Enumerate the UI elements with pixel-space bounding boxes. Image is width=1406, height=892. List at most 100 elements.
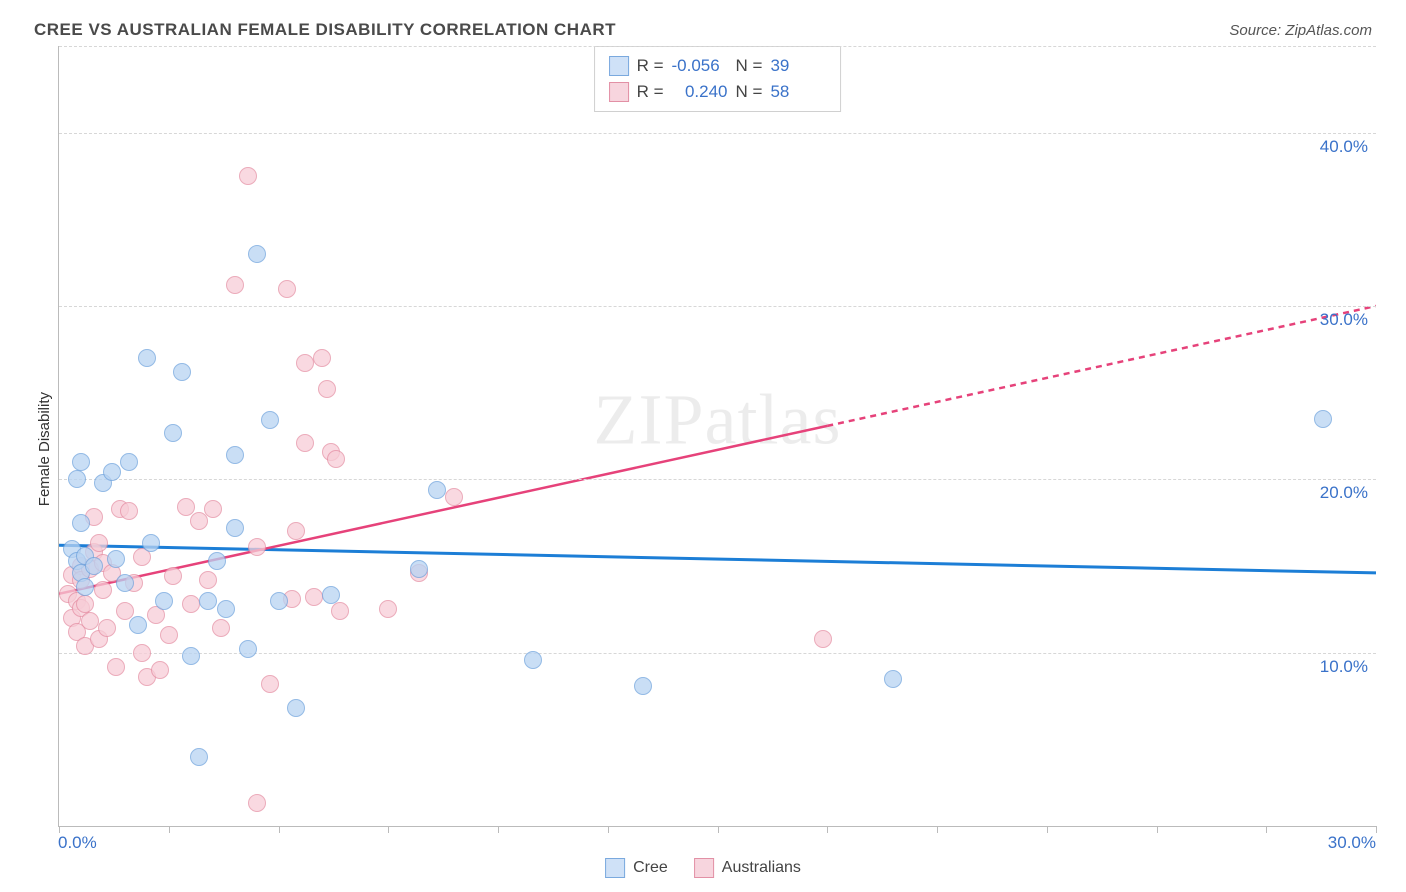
cree-swatch-icon (605, 858, 625, 878)
r-label: R = (637, 53, 664, 79)
y-tick-label: 20.0% (1320, 483, 1368, 503)
aus-point (296, 354, 314, 372)
cree-n-value: 39 (770, 53, 826, 79)
aus-r-value: 0.240 (672, 79, 728, 105)
n-label: N = (736, 79, 763, 105)
aus-point (248, 538, 266, 556)
legend-item-aus: Australians (694, 858, 801, 878)
cree-point (120, 453, 138, 471)
cree-point (270, 592, 288, 610)
gridline (59, 479, 1376, 480)
cree-point (142, 534, 160, 552)
gridline (59, 133, 1376, 134)
cree-point (116, 574, 134, 592)
gridline (59, 653, 1376, 654)
aus-swatch-icon (694, 858, 714, 878)
trend-lines (59, 46, 1376, 826)
plot-column: ZIPatlas R = -0.056 N = 39 R = 0.240 N (58, 46, 1376, 853)
y-axis-label: Female Disability (36, 392, 53, 506)
aus-point (239, 167, 257, 185)
chart-header: CREE VS AUSTRALIAN FEMALE DISABILITY COR… (30, 20, 1376, 40)
aus-point (287, 522, 305, 540)
cree-point (208, 552, 226, 570)
r-label: R = (637, 79, 664, 105)
aus-point (313, 349, 331, 367)
source-label: Source: ZipAtlas.com (1229, 22, 1372, 39)
aus-point (305, 588, 323, 606)
aus-point (151, 661, 169, 679)
y-tick-label: 40.0% (1320, 137, 1368, 157)
aus-point (120, 502, 138, 520)
aus-point (204, 500, 222, 518)
chart-container: CREE VS AUSTRALIAN FEMALE DISABILITY COR… (0, 0, 1406, 892)
aus-point (107, 658, 125, 676)
x-tick (59, 826, 60, 833)
x-tick (169, 826, 170, 833)
aus-point (318, 380, 336, 398)
y-tick-label: 30.0% (1320, 310, 1368, 330)
aus-point (212, 619, 230, 637)
cree-point (76, 578, 94, 596)
chart-row: Female Disability ZIPatlas R = -0.056 N … (30, 46, 1376, 853)
y-tick-label: 10.0% (1320, 657, 1368, 677)
aus-swatch-icon (609, 82, 629, 102)
aus-point (261, 675, 279, 693)
aus-point (94, 581, 112, 599)
cree-point (226, 519, 244, 537)
cree-point (199, 592, 217, 610)
y-axis-label-container: Female Disability (30, 46, 58, 853)
cree-point (524, 651, 542, 669)
aus-point (182, 595, 200, 613)
cree-point (68, 470, 86, 488)
aus-point (296, 434, 314, 452)
cree-point (164, 424, 182, 442)
x-axis-min: 0.0% (58, 833, 97, 853)
cree-point (287, 699, 305, 717)
x-tick (1157, 826, 1158, 833)
plot-area: ZIPatlas R = -0.056 N = 39 R = 0.240 N (58, 46, 1376, 827)
cree-swatch-icon (609, 56, 629, 76)
x-tick (498, 826, 499, 833)
trend-line (827, 306, 1376, 426)
chart-title: CREE VS AUSTRALIAN FEMALE DISABILITY COR… (34, 20, 616, 40)
stats-legend: R = -0.056 N = 39 R = 0.240 N = 58 (594, 46, 842, 112)
gridline (59, 46, 1376, 47)
cree-point (190, 748, 208, 766)
cree-point (261, 411, 279, 429)
cree-point (1314, 410, 1332, 428)
x-axis-max: 30.0% (1328, 833, 1376, 853)
cree-point (226, 446, 244, 464)
cree-point (428, 481, 446, 499)
gridline (59, 306, 1376, 307)
cree-point (138, 349, 156, 367)
cree-point (217, 600, 235, 618)
aus-label: Australians (722, 859, 801, 877)
source-prefix: Source: (1229, 22, 1285, 39)
cree-point (182, 647, 200, 665)
cree-point (248, 245, 266, 263)
x-tick (279, 826, 280, 833)
aus-point (379, 600, 397, 618)
source-name: ZipAtlas.com (1285, 22, 1372, 39)
legend-item-cree: Cree (605, 858, 668, 878)
aus-point (160, 626, 178, 644)
cree-point (85, 557, 103, 575)
cree-point (634, 677, 652, 695)
aus-point (164, 567, 182, 585)
aus-n-value: 58 (770, 79, 826, 105)
cree-point (173, 363, 191, 381)
aus-point (98, 619, 116, 637)
aus-point (331, 602, 349, 620)
cree-point (129, 616, 147, 634)
aus-point (814, 630, 832, 648)
cree-point (72, 453, 90, 471)
x-tick (1376, 826, 1377, 833)
x-tick (608, 826, 609, 833)
x-tick (388, 826, 389, 833)
cree-r-value: -0.056 (672, 53, 728, 79)
aus-point (278, 280, 296, 298)
cree-point (107, 550, 125, 568)
cree-point (410, 560, 428, 578)
cree-point (155, 592, 173, 610)
cree-point (72, 514, 90, 532)
